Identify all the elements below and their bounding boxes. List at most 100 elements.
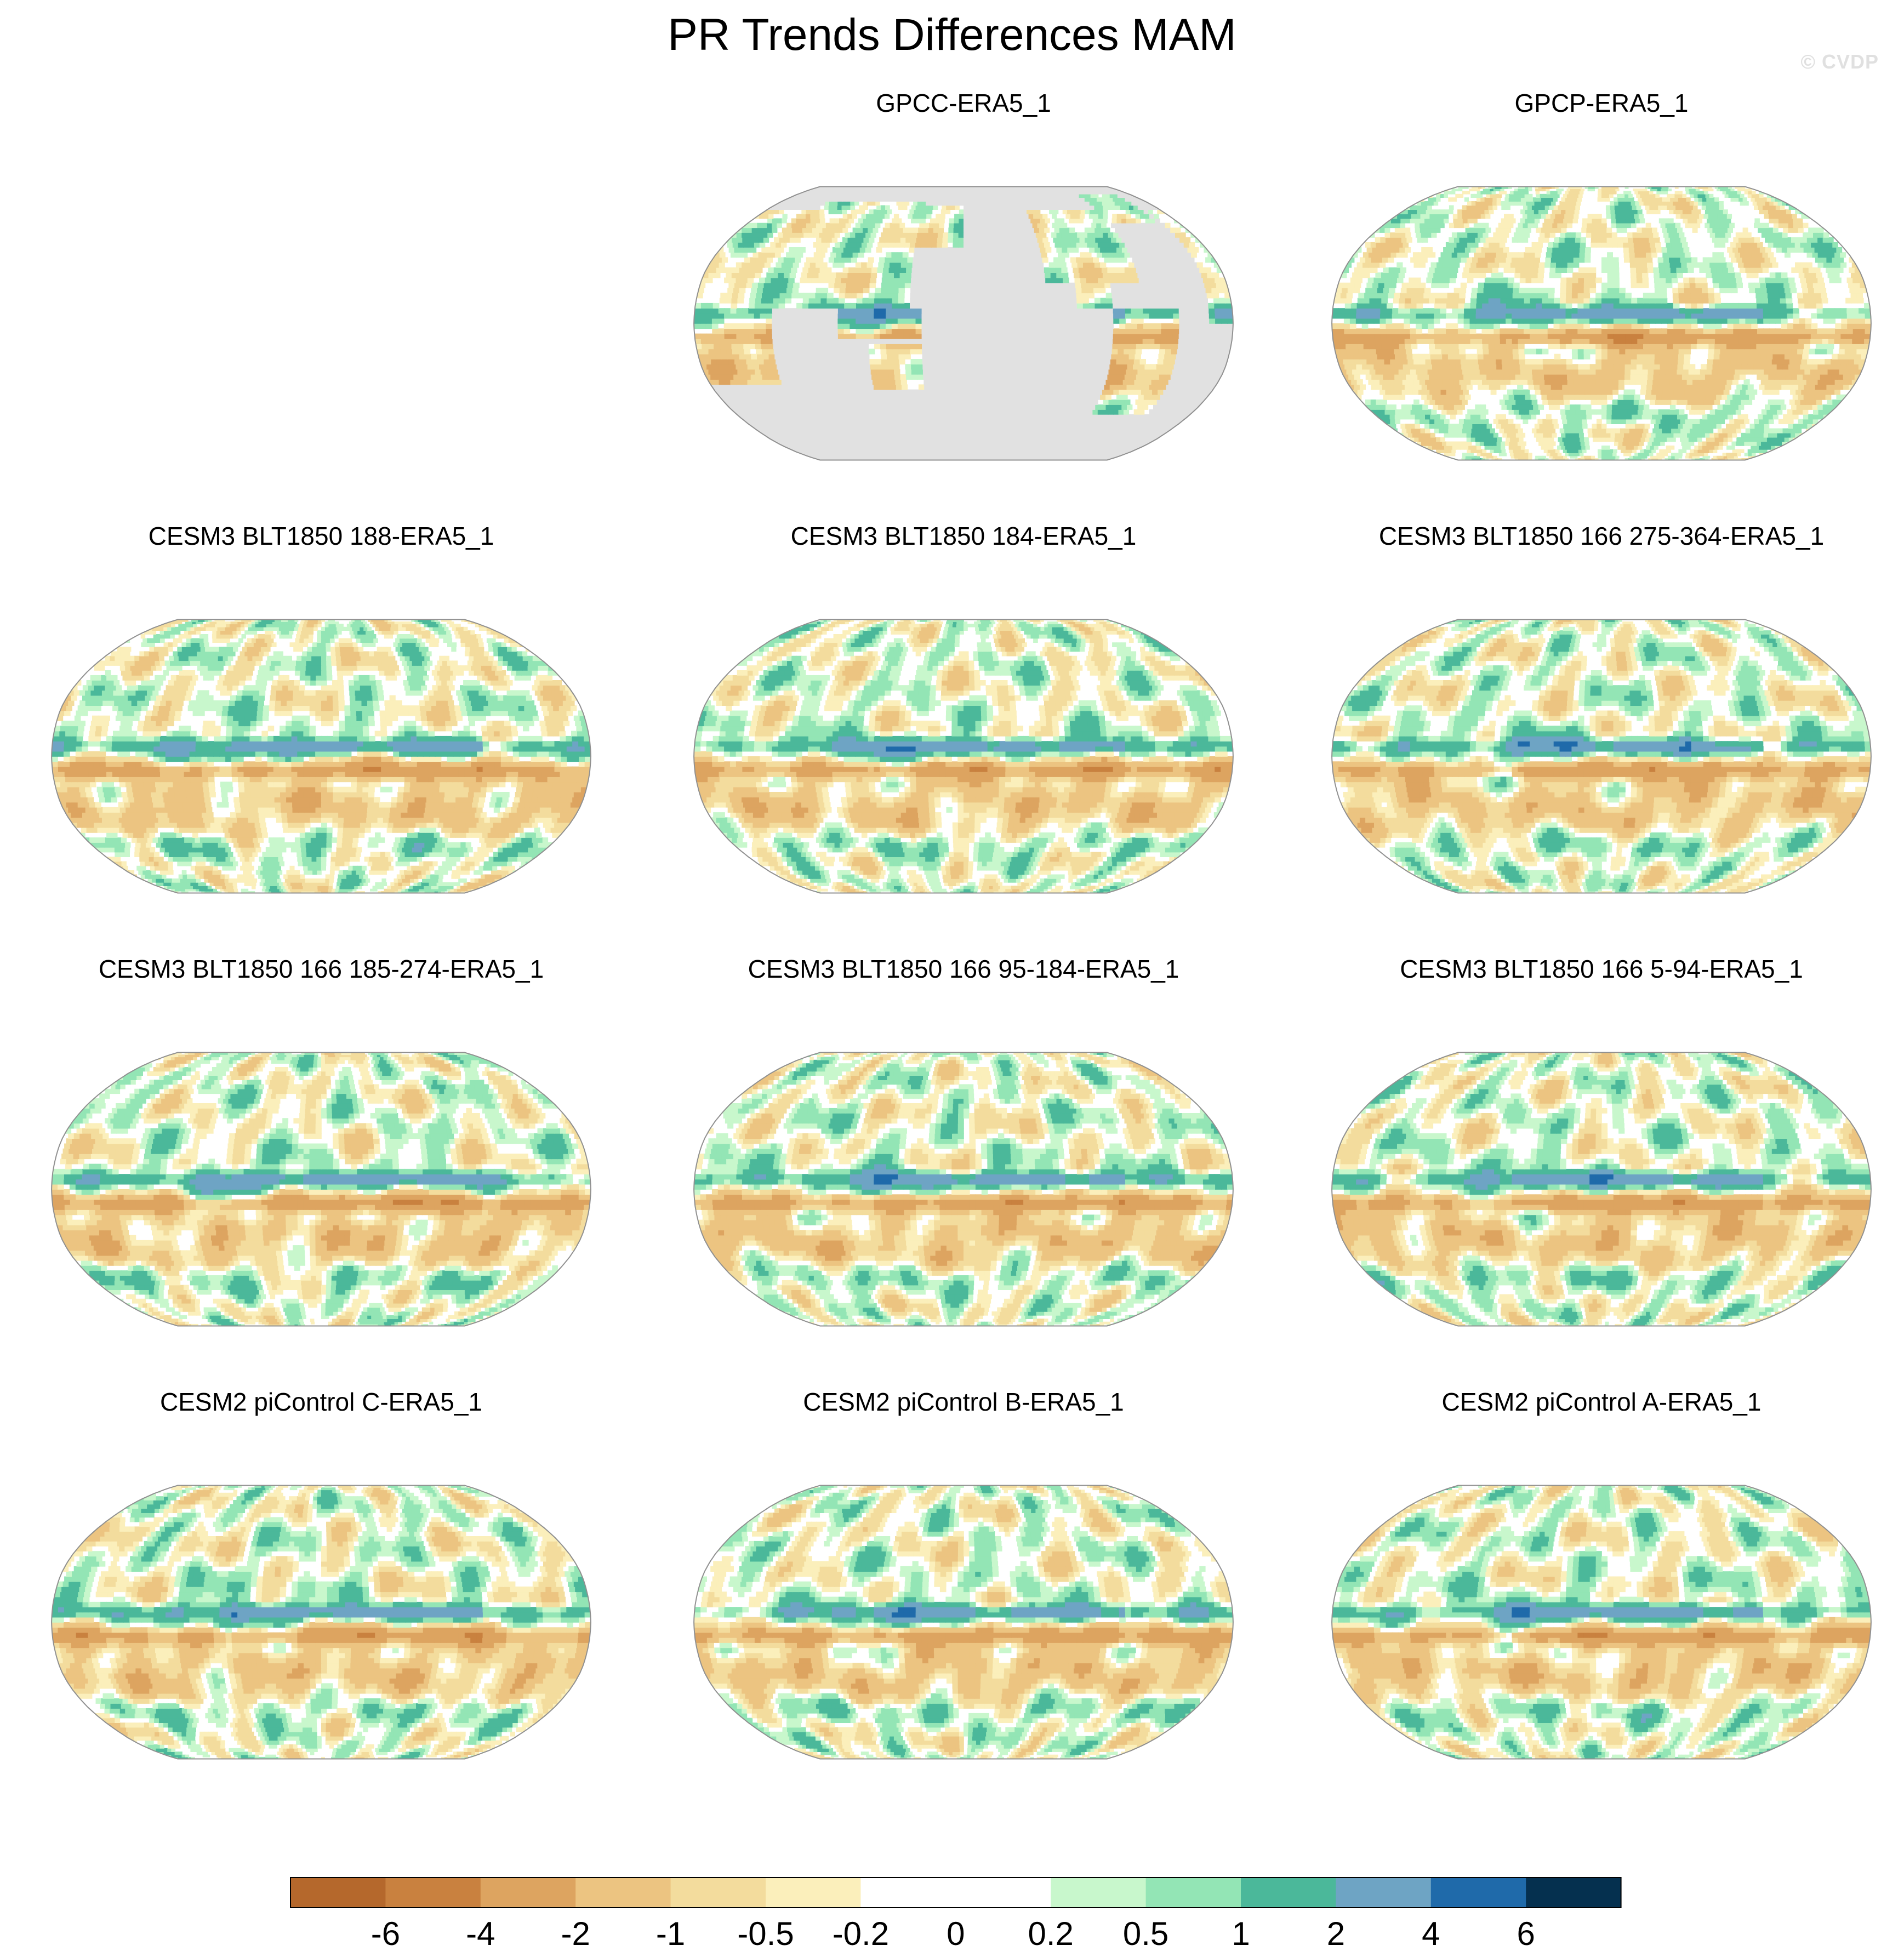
field-cell: [755, 384, 762, 390]
field-cell: [921, 441, 926, 446]
field-cell: [846, 191, 851, 195]
field-cell: [913, 201, 918, 206]
field-cell: [865, 369, 871, 375]
field-cell: [998, 374, 1005, 380]
field-cell: [1178, 333, 1185, 339]
field-cell: [997, 218, 1002, 224]
field-cell: [1070, 384, 1076, 390]
field-cell: [1061, 374, 1068, 380]
field-cell: [814, 267, 820, 273]
field-cell: [769, 252, 776, 258]
field-cell: [934, 374, 941, 380]
field-cell: [804, 379, 811, 385]
field-cell: [1053, 257, 1060, 263]
field-cell: [833, 262, 839, 268]
field-cell: [847, 237, 853, 243]
field-cell: [1061, 428, 1067, 433]
field-cell: [884, 214, 890, 219]
field-cell: [1163, 252, 1170, 258]
field-cell: [736, 232, 742, 238]
field-cell: [1225, 298, 1232, 304]
field-cell: [753, 237, 759, 243]
field-cell: [717, 394, 724, 400]
field-cell: [862, 313, 868, 319]
field-cell: [971, 193, 976, 198]
field-cell: [964, 313, 970, 319]
field-cell: [865, 394, 871, 400]
field-cell: [907, 446, 912, 450]
field-cell: [812, 384, 818, 390]
field-cell: [902, 389, 909, 395]
field-cell: [1157, 359, 1164, 365]
field-cell: [778, 394, 784, 400]
field-cell: [920, 424, 926, 429]
field-cell: [1052, 349, 1059, 355]
field-cell: [1118, 344, 1125, 350]
field-cell: [1118, 298, 1125, 304]
field-cell: [973, 458, 978, 460]
field-cell: [1108, 369, 1115, 375]
field-cell: [904, 455, 908, 459]
field-cell: [1185, 379, 1192, 385]
field-cell: [867, 201, 872, 206]
field-cell: [826, 394, 833, 400]
field-cell: [1033, 277, 1040, 283]
field-cell: [1105, 237, 1111, 243]
field-cell: [1065, 428, 1071, 433]
field-cell: [945, 328, 952, 334]
field-cell: [787, 282, 794, 288]
field-cell: [914, 455, 919, 459]
field-cell: [1188, 257, 1195, 263]
field-cell: [967, 189, 971, 192]
field-cell: [980, 379, 987, 385]
field-cell: [911, 232, 917, 238]
field-cell: [815, 205, 820, 210]
field-cell: [796, 222, 802, 229]
field-cell: [1012, 446, 1017, 450]
field-cell: [1127, 441, 1132, 446]
field-cell: [896, 432, 901, 438]
field-cell: [825, 449, 830, 453]
field-cell: [946, 277, 953, 283]
field-cell: [1105, 353, 1112, 360]
field-cell: [874, 308, 881, 314]
field-cell: [826, 237, 833, 243]
field-cell: [785, 374, 791, 380]
field-cell: [814, 197, 819, 202]
field-cell: [994, 205, 999, 210]
field-cell: [1221, 318, 1228, 324]
field-cell: [725, 389, 731, 395]
field-cell: [1012, 419, 1018, 424]
field-cell: [931, 428, 936, 433]
field-cell: [898, 205, 903, 210]
field-cell: [731, 272, 738, 278]
field-cell: [957, 293, 964, 299]
field-cell: [790, 318, 796, 324]
field-cell: [1065, 379, 1073, 385]
field-cell: [979, 197, 984, 202]
field-cell: [1040, 432, 1045, 438]
field-cell: [967, 197, 972, 202]
field-cell: [1100, 237, 1107, 243]
field-cell: [984, 201, 989, 206]
field-cell: [1069, 404, 1075, 410]
field-cell: [1120, 227, 1126, 233]
field-cell: [940, 193, 945, 198]
field-cell: [998, 455, 1002, 459]
field-cell: [990, 432, 996, 438]
field-cell: [1135, 441, 1141, 446]
field-cell: [802, 328, 808, 334]
field-cell: [959, 201, 964, 206]
field-cell: [1073, 458, 1078, 460]
field-cell: [1027, 267, 1033, 273]
field-cell: [882, 424, 888, 429]
field-cell: [905, 453, 909, 457]
field-cell: [1019, 389, 1025, 395]
field-cell: [784, 404, 790, 410]
field-cell: [1030, 409, 1036, 415]
field-cell: [801, 419, 807, 424]
field-cell: [897, 323, 904, 329]
field-cell: [1133, 364, 1139, 370]
field-cell: [843, 308, 851, 314]
field-cell: [940, 432, 946, 438]
